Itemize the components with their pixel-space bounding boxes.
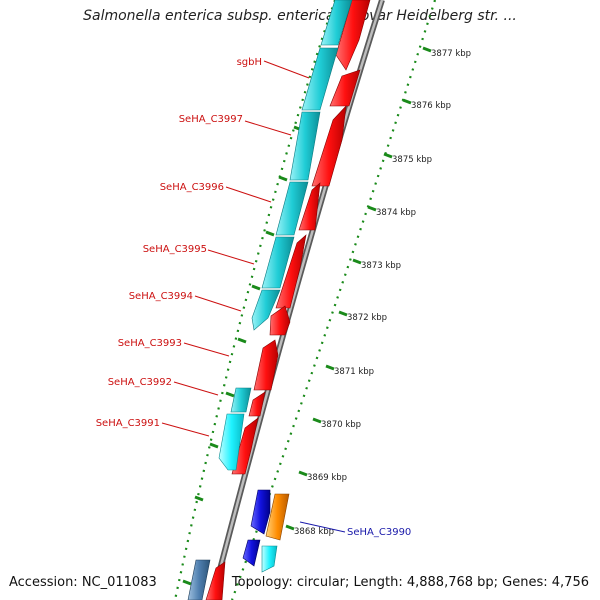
backbone-outer [209, 0, 385, 600]
tick-label: 3874 kbp [376, 208, 416, 218]
gene-label[interactable]: SeHA_C3991 [96, 418, 160, 429]
tick-label: 3873 kbp [361, 261, 401, 271]
reverse-cds-arrow[interactable] [251, 289, 281, 331]
gene-leader-line [161, 422, 210, 437]
tick-label: 3868 kbp [294, 527, 334, 537]
tick-mark [402, 98, 412, 105]
forward-cds-arrow[interactable] [269, 305, 291, 336]
genome-summary: Topology: circular; Length: 4,888,768 bp… [231, 575, 589, 590]
tick-label: 3869 kbp [307, 473, 347, 483]
gene-label[interactable]: sgbH [237, 57, 262, 68]
gene-label[interactable]: SeHA_C3995 [143, 244, 207, 255]
tick-label: 3870 kbp [321, 420, 361, 430]
other-feature-arrow[interactable] [265, 493, 290, 541]
gene-leader-line [194, 295, 242, 312]
rna-feature-arrow[interactable] [242, 539, 261, 567]
tick-mark [338, 310, 348, 317]
reverse-feature-arrow[interactable] [218, 413, 245, 471]
gene-label[interactable]: SeHA_C3994 [129, 291, 193, 302]
outer-tick-ring [230, 0, 437, 600]
gene-label[interactable]: SeHA_C3990 [347, 527, 411, 538]
gene-leader-line [299, 521, 346, 533]
forward-cds-arrow[interactable] [329, 69, 361, 107]
rna-feature-arrow[interactable] [250, 489, 271, 535]
inner-tick-mark [251, 284, 261, 291]
forward-cds-arrow[interactable] [253, 339, 279, 391]
forward-cds-arrow[interactable] [335, 0, 371, 71]
tick-mark [298, 470, 308, 477]
gene-leader-line [183, 342, 230, 357]
tick-mark [285, 524, 295, 531]
tick-mark [422, 46, 432, 53]
tick-mark [312, 417, 322, 424]
accession-label: Accession: NC_011083 [9, 575, 157, 590]
gene-label[interactable]: SeHA_C3992 [108, 377, 172, 388]
gene-leader-line [263, 60, 310, 79]
gene-label[interactable]: SeHA_C3996 [160, 182, 224, 193]
tick-mark [367, 205, 377, 212]
tick-label: 3872 kbp [347, 313, 387, 323]
tick-mark [352, 258, 362, 265]
gene-leader-line [244, 120, 292, 136]
gene-label[interactable]: SeHA_C3997 [179, 114, 243, 125]
gene-label[interactable]: SeHA_C3993 [118, 338, 182, 349]
reverse-cds-arrow[interactable] [275, 181, 309, 236]
inner-tick-mark [237, 337, 247, 344]
tick-label: 3877 kbp [431, 49, 471, 59]
tick-mark [383, 152, 393, 159]
reverse-cds-arrow[interactable] [320, 0, 353, 46]
reverse-cds-arrow[interactable] [301, 47, 339, 111]
tick-label: 3871 kbp [334, 367, 374, 377]
reverse-cds-arrow[interactable] [230, 387, 252, 413]
inner-tick-mark [265, 230, 275, 237]
reverse-cds-arrow[interactable] [289, 111, 321, 181]
reverse-feature-arrow[interactable] [261, 545, 278, 573]
inner-tick-mark [209, 442, 219, 449]
gene-leader-line [207, 249, 255, 265]
forward-cds-arrow[interactable] [205, 561, 226, 600]
map-title: Salmonella enterica subsp. enterica sero… [83, 8, 517, 24]
inner-tick-mark [194, 495, 204, 502]
inner-tick-mark [182, 579, 192, 586]
forward-cds-arrow[interactable] [311, 105, 347, 187]
tick-mark [325, 364, 335, 371]
forward-cds-arrow[interactable] [298, 182, 321, 231]
reverse-cds-arrow[interactable] [261, 236, 295, 289]
gene-leader-line [225, 186, 272, 203]
tick-label: 3876 kbp [411, 101, 451, 111]
inner-tick-mark [278, 175, 288, 182]
forward-cds-arrow[interactable] [275, 234, 307, 309]
forward-cds-arrow[interactable] [248, 391, 266, 417]
tick-label: 3875 kbp [392, 155, 432, 165]
gene-leader-line [173, 381, 219, 396]
steel-feature-arrow[interactable] [187, 559, 211, 600]
inner-tick-mark [225, 391, 235, 398]
